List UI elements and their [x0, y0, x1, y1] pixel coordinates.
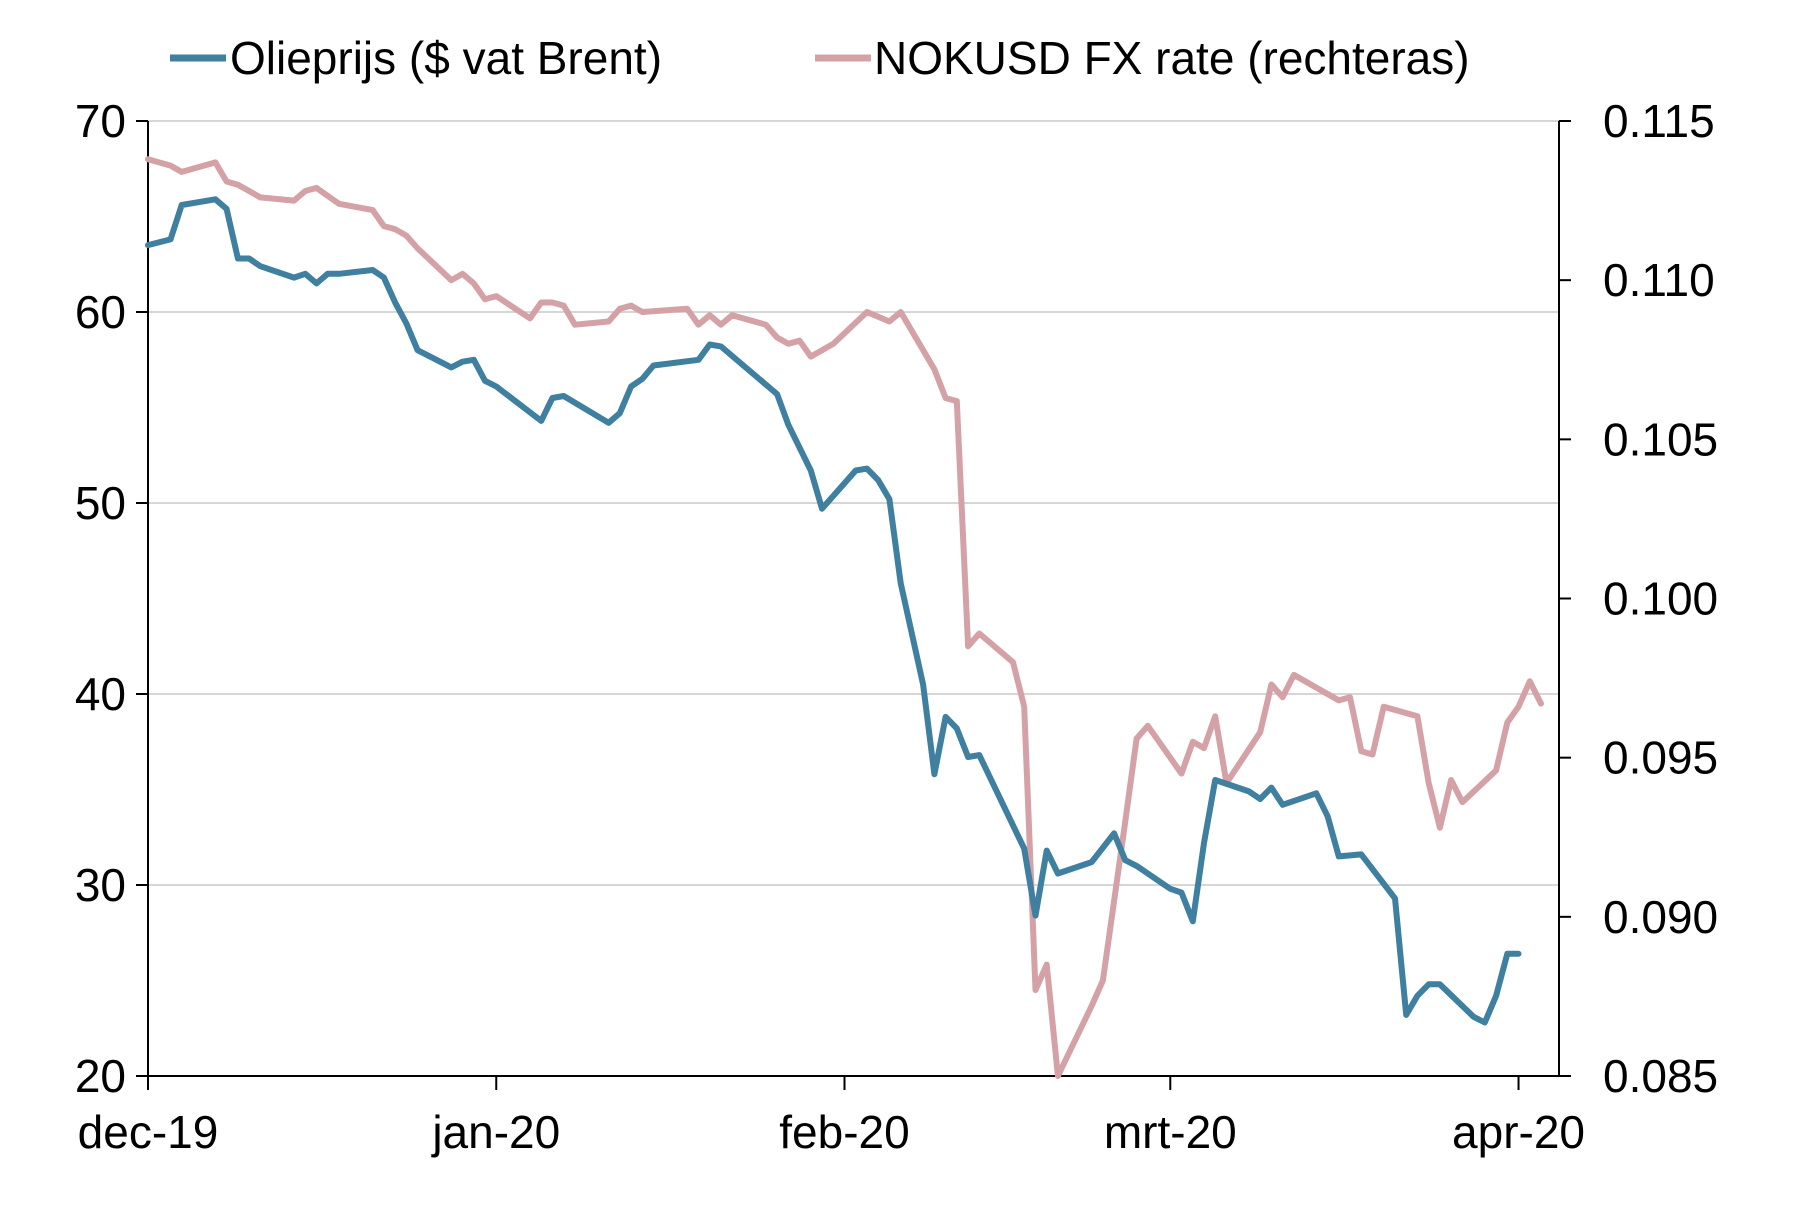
x-axis-ticks: dec-19 jan-20 feb-20 mrt-20 apr-20: [78, 1076, 1585, 1158]
series-line-0: [145, 196, 1522, 1026]
left-tick-label: 60: [75, 286, 126, 338]
series-lines: [145, 156, 1544, 1079]
left-tick-label: 20: [75, 1050, 126, 1102]
left-tick-label: 70: [75, 95, 126, 147]
left-tick-label: 50: [75, 477, 126, 529]
x-tick-label: jan-20: [430, 1106, 560, 1158]
right-tick-label: 0.085: [1603, 1050, 1718, 1102]
right-tick-label: 0.095: [1603, 732, 1718, 784]
legend-label-olieprijs: Olieprijs ($ vat Brent): [230, 32, 662, 84]
x-tick-label: feb-20: [779, 1106, 909, 1158]
right-tick-label: 0.115: [1603, 95, 1715, 147]
right-tick-label: 0.110: [1603, 254, 1715, 306]
left-tick-label: 30: [75, 859, 126, 911]
right-tick-label: 0.105: [1603, 413, 1718, 465]
gridlines: [148, 120, 1559, 886]
right-tick-label: 0.090: [1603, 891, 1718, 943]
x-tick-label: mrt-20: [1104, 1106, 1237, 1158]
right-tick-label: 0.100: [1603, 573, 1718, 625]
legend: Olieprijs ($ vat Brent) NOKUSD FX rate (…: [170, 32, 1470, 84]
x-tick-label: dec-19: [78, 1106, 219, 1158]
left-tick-label: 40: [75, 668, 126, 720]
legend-label-nokusd: NOKUSD FX rate (rechteras): [874, 32, 1470, 84]
right-axis-ticks: 0.085 0.090 0.095 0.100 0.105 0.110 0.115: [1559, 95, 1718, 1102]
left-axis-ticks: 20 30 40 50 60 70: [75, 95, 148, 1102]
x-tick-label: apr-20: [1452, 1106, 1585, 1158]
series-line-1: [145, 156, 1544, 1079]
axes: [147, 121, 1560, 1077]
